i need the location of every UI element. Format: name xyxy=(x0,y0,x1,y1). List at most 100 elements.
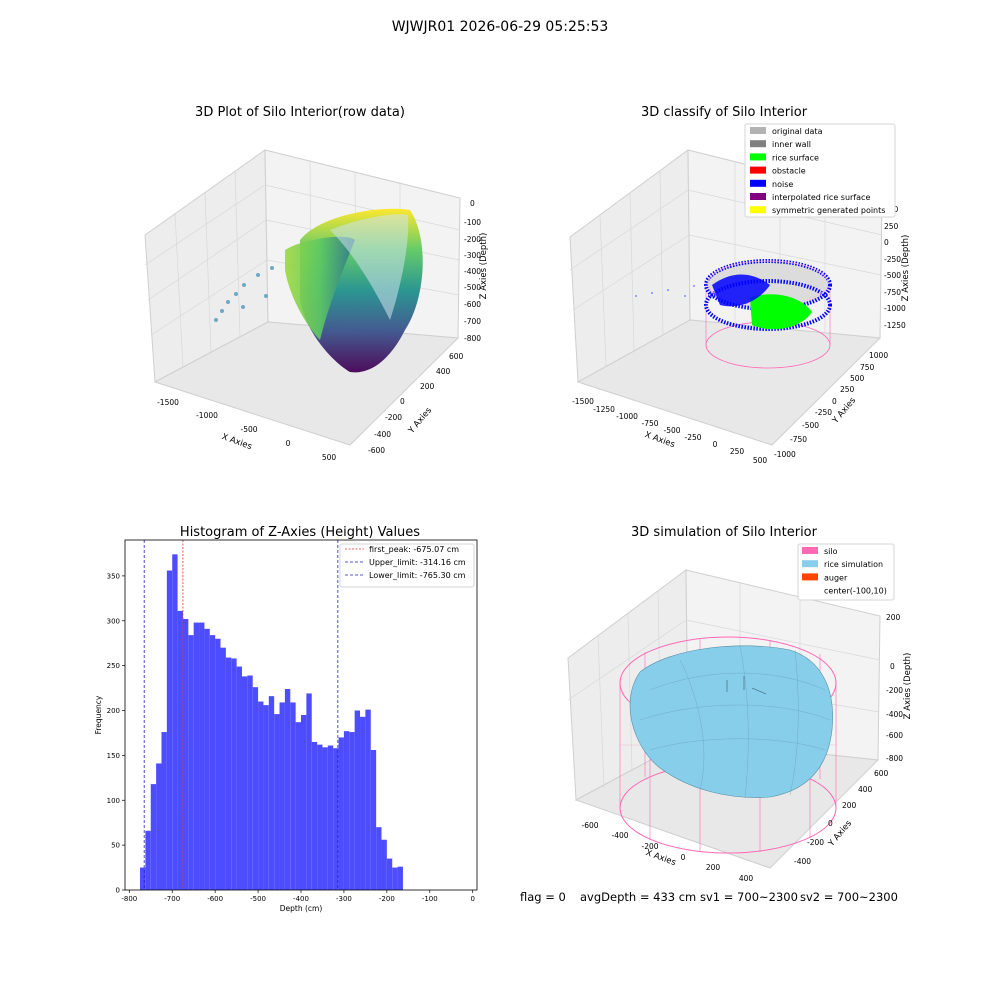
flag-text: flag = 0 xyxy=(520,890,566,904)
histogram-bar xyxy=(225,657,232,890)
x-tick-label: -500 xyxy=(250,895,266,903)
legend-label: rice simulation xyxy=(824,560,883,569)
y-tick: 250 xyxy=(840,385,855,394)
histogram-bar xyxy=(172,554,178,890)
point-cloud xyxy=(214,208,423,373)
z-tick: -250 xyxy=(884,255,901,264)
z-tick: 250 xyxy=(884,222,899,231)
legend-label: obstacle xyxy=(772,167,806,176)
y-tick: 1000 xyxy=(869,351,888,360)
y-tick: 0 xyxy=(828,819,833,828)
panel-simulation: 3D simulation of Silo Interior xyxy=(567,525,913,883)
y-tick: 500 xyxy=(850,374,865,383)
histogram-bar xyxy=(161,732,167,890)
legend-label: first_peak: -675.07 cm xyxy=(369,545,459,554)
histogram-bar xyxy=(338,737,344,890)
z-tick: -300 xyxy=(464,251,481,260)
x-tick: -750 xyxy=(641,419,658,428)
x-tick-label: -400 xyxy=(293,895,309,903)
sv1-text: sv1 = 700~2300 xyxy=(700,890,798,904)
legend-swatch xyxy=(750,193,766,200)
histogram-bar xyxy=(376,827,382,890)
histogram-bar xyxy=(188,635,194,890)
histogram-bar xyxy=(301,715,307,890)
legend-swatch xyxy=(750,153,766,161)
figure-title: WJWJR01 2026-06-29 05:25:53 xyxy=(392,19,609,35)
histogram-bar xyxy=(284,688,291,890)
z-tick: 200 xyxy=(886,613,901,622)
x-tick-label: 0 xyxy=(470,895,474,903)
z-axis-label: Z Axies (Depth) xyxy=(903,653,913,720)
z-tick: -400 xyxy=(886,710,903,719)
y-tick: 0 xyxy=(400,397,405,406)
histogram-bar xyxy=(311,741,318,890)
x-tick: -1250 xyxy=(593,405,615,414)
x-tick: 0 xyxy=(286,439,291,448)
z-tick: -200 xyxy=(886,686,903,695)
x-tick: -500 xyxy=(663,426,680,435)
x-tick: -1500 xyxy=(572,397,594,406)
x-tick: -1500 xyxy=(157,398,179,407)
histogram-bar xyxy=(231,658,237,890)
legend-label: center(-100,10) xyxy=(824,587,887,596)
histogram-bar xyxy=(177,610,183,890)
histogram-bar xyxy=(322,747,328,890)
x-tick-label: -700 xyxy=(164,895,180,903)
y-tick: -200 xyxy=(385,413,402,422)
x-tick: -200 xyxy=(641,842,658,851)
legend-label: original data xyxy=(772,127,823,136)
x-tick: -250 xyxy=(684,433,701,442)
y-tick-label: 50 xyxy=(111,842,120,850)
legend-label: inner wall xyxy=(772,140,811,149)
histogram-bar xyxy=(386,858,393,890)
histogram-bar xyxy=(317,744,323,890)
z-tick: 0 xyxy=(470,199,475,208)
panel-raw-data: 3D Plot of Silo Interior(row data) -1500… xyxy=(144,105,489,462)
x-tick: -600 xyxy=(581,821,598,830)
y-tick: -500 xyxy=(802,421,819,430)
panel-histogram: Histogram of Z-Axies (Height) Values -80… xyxy=(94,525,478,913)
z-tick: -1000 xyxy=(884,304,906,313)
x-axis-label: X Axies xyxy=(644,848,677,868)
y-tick: 600 xyxy=(449,352,464,361)
y-tick: 400 xyxy=(436,367,451,376)
legend-swatch xyxy=(750,179,766,187)
histogram-bar xyxy=(247,675,253,890)
histogram-bar xyxy=(279,702,285,890)
x-axis-label: Depth (cm) xyxy=(280,904,323,913)
histogram-bar xyxy=(140,867,146,890)
y-tick: 600 xyxy=(874,769,889,778)
legend-swatch xyxy=(802,573,818,581)
legend-swatch xyxy=(750,206,766,214)
y-tick: -400 xyxy=(374,430,391,439)
legend-swatch xyxy=(750,127,766,134)
y-tick: -200 xyxy=(807,838,824,847)
panel-title: 3D classify of Silo Interior xyxy=(641,105,808,120)
y-tick: -750 xyxy=(790,435,807,444)
x-tick-label: -300 xyxy=(336,895,352,903)
histogram-bar xyxy=(258,701,264,890)
y-tick: 200 xyxy=(842,801,857,810)
histogram-bar xyxy=(381,839,387,890)
x-tick: 400 xyxy=(739,874,754,883)
z-axis-label: Z Axies (Depth) xyxy=(901,235,911,302)
histogram-bar xyxy=(290,702,296,890)
y-tick-label: 300 xyxy=(107,617,120,625)
histogram-bar xyxy=(370,750,377,890)
histogram-bar xyxy=(166,570,173,890)
legend-swatch xyxy=(750,140,766,148)
histogram-bar xyxy=(199,622,205,890)
legend-label: silo xyxy=(824,547,838,556)
z-tick: 0 xyxy=(884,238,889,247)
x-tick: -1000 xyxy=(196,411,218,420)
x-axis: -800 -700 -600 -500 -400 -300 -200 -100 0 xyxy=(121,890,475,903)
histogram-bar xyxy=(220,647,226,890)
y-tick: -1000 xyxy=(774,450,796,459)
z-tick: -1250 xyxy=(884,321,906,330)
legend-label: noise xyxy=(772,180,793,189)
panel-classify: 3D classify of Silo Interior -1 xyxy=(569,105,911,465)
pane-floor xyxy=(576,319,882,446)
histogram-bar xyxy=(333,748,339,890)
x-tick: -400 xyxy=(611,831,628,840)
